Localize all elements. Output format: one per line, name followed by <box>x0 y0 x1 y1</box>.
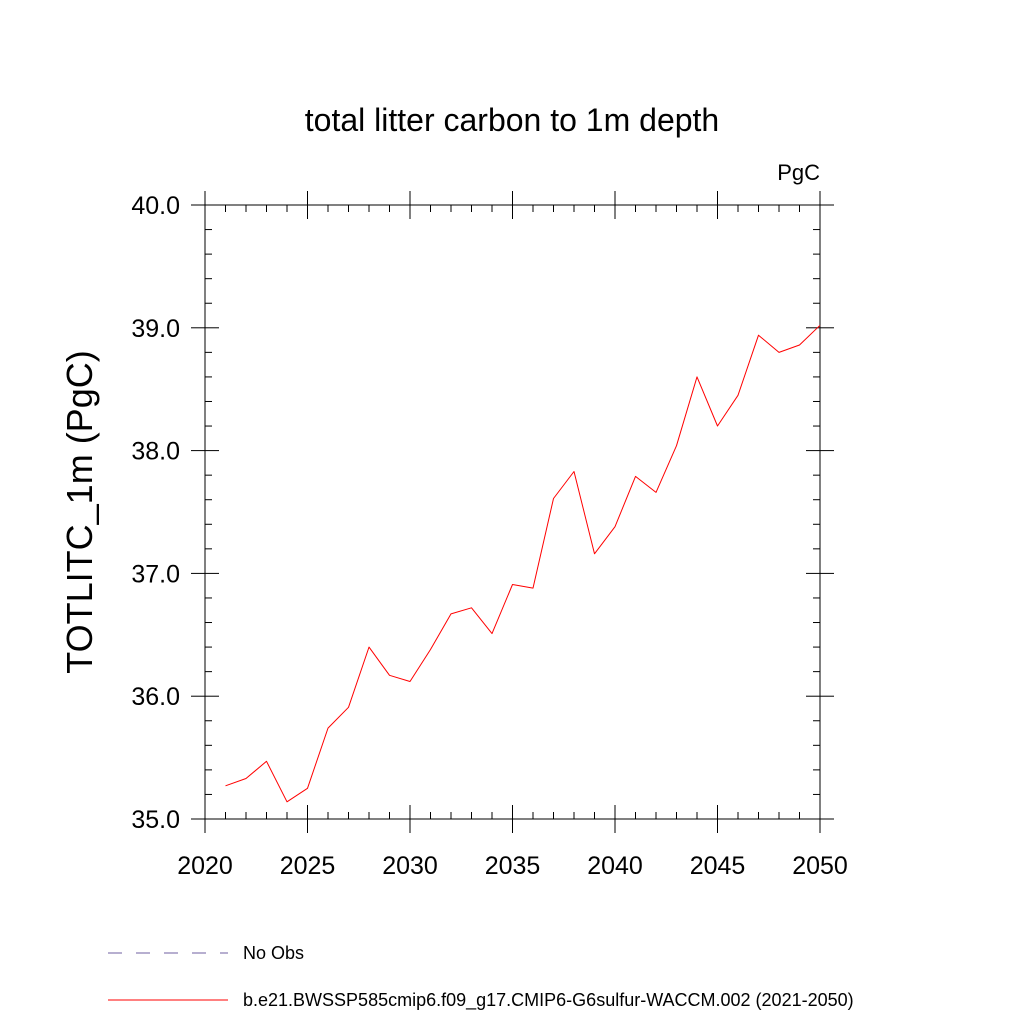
x-tick-label: 2045 <box>690 852 746 880</box>
x-tick-labels: 2020 2025 2030 2035 2040 2045 2050 <box>177 852 848 880</box>
y-axis-label: TOTLITC_1m (PgC) <box>59 350 100 673</box>
x-tick-label: 2035 <box>485 852 541 880</box>
x-tick-label: 2050 <box>792 852 848 880</box>
legend: No Obs b.e21.BWSSP585cmip6.f09_g17.CMIP6-… <box>108 943 854 1011</box>
minor-ticks <box>205 205 820 819</box>
series-layer <box>225 324 821 803</box>
legend-label: No Obs <box>243 943 304 963</box>
x-tick-label: 2030 <box>382 852 438 880</box>
chart-title: total litter carbon to 1m depth <box>305 102 719 138</box>
y-tick-labels: 35.0 36.0 37.0 38.0 39.0 40.0 <box>131 192 180 834</box>
y-tick-label: 36.0 <box>131 683 180 711</box>
legend-label: b.e21.BWSSP585cmip6.f09_g17.CMIP6-G6sulf… <box>243 990 854 1011</box>
y-tick-label: 38.0 <box>131 438 180 466</box>
y-tick-label: 39.0 <box>131 315 180 343</box>
x-tick-label: 2025 <box>280 852 336 880</box>
units-label: PgC <box>777 160 820 185</box>
major-ticks <box>191 191 834 833</box>
series-line <box>225 324 821 803</box>
x-tick-label: 2040 <box>587 852 643 880</box>
y-tick-label: 40.0 <box>131 192 180 220</box>
x-tick-label: 2020 <box>177 852 233 880</box>
y-tick-label: 37.0 <box>131 560 180 588</box>
y-tick-label: 35.0 <box>131 806 180 834</box>
plot-frame <box>204 204 821 820</box>
